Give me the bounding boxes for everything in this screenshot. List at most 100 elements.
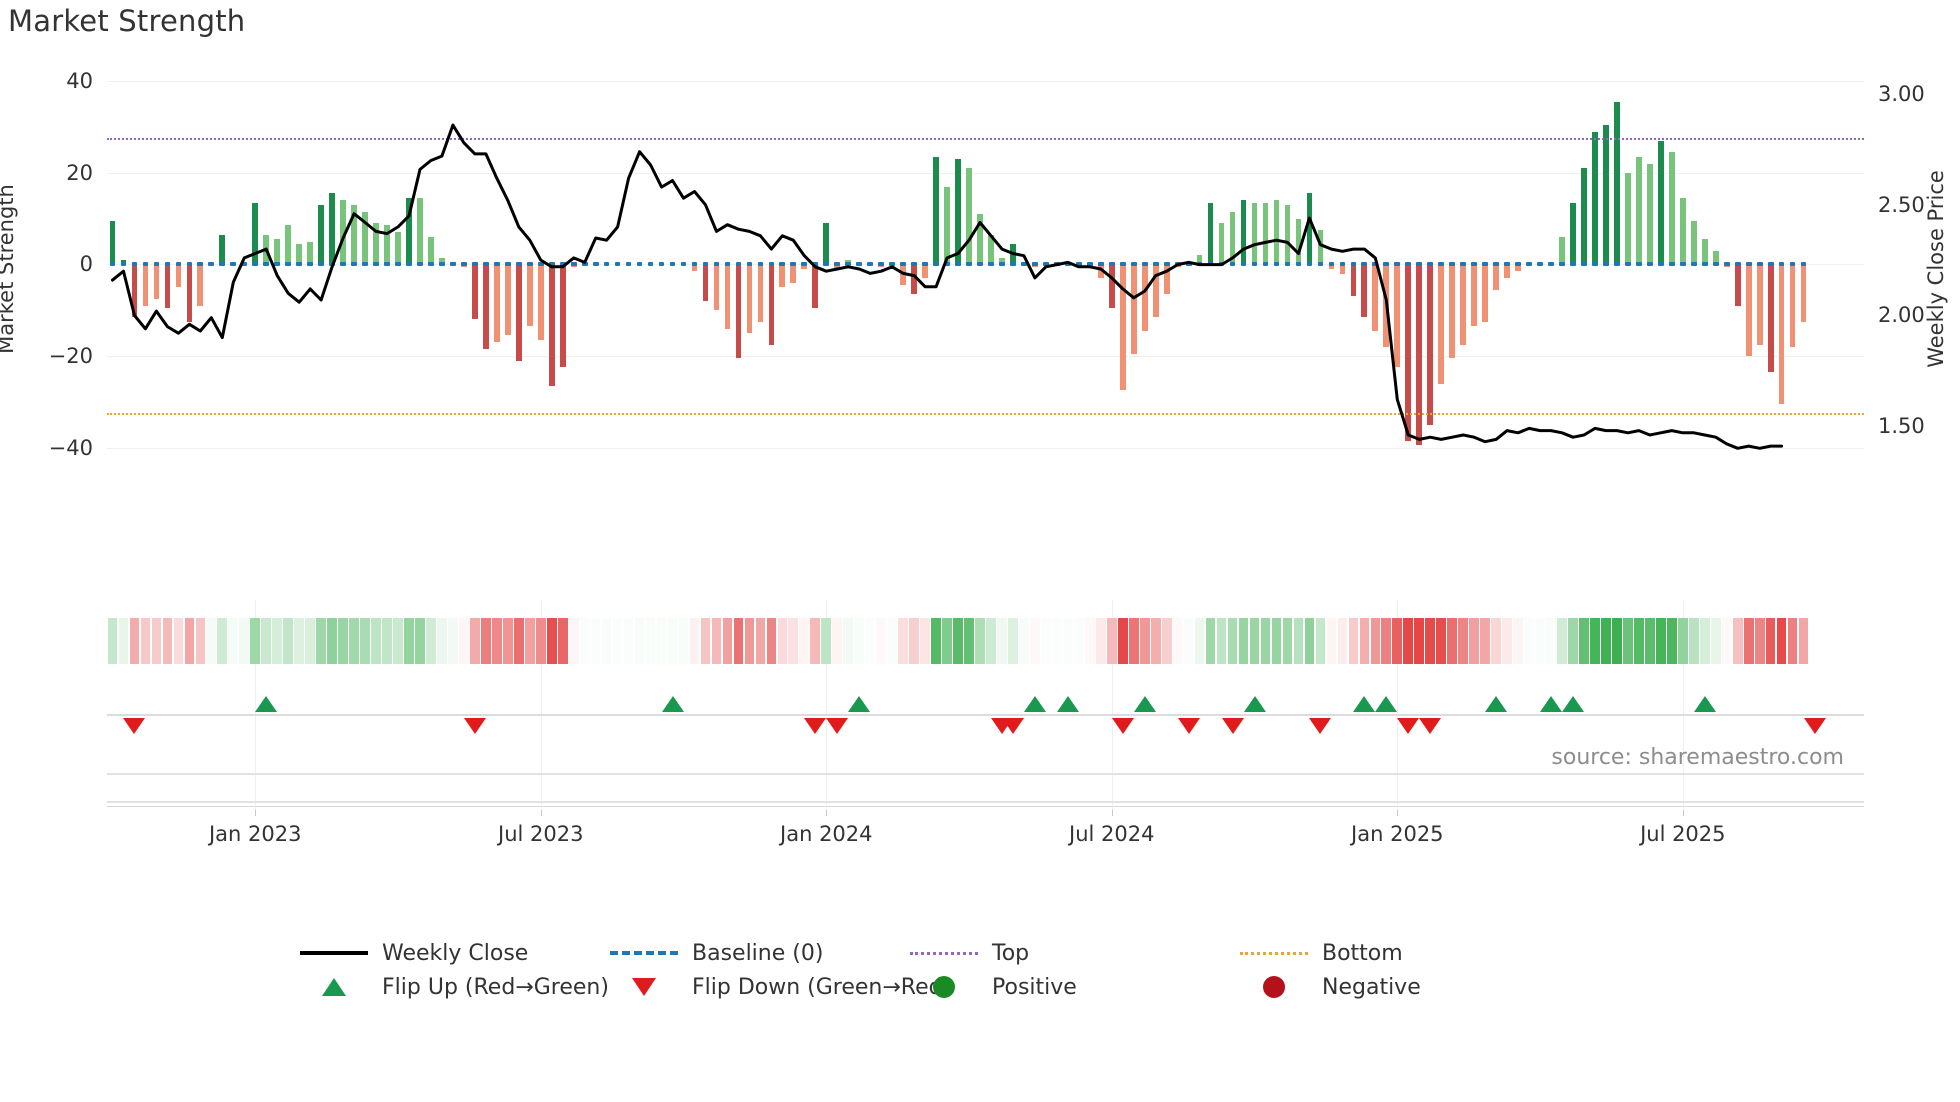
- baseline-tick: [1240, 262, 1247, 267]
- heatmap-cell: [777, 618, 788, 664]
- heatmap-cell: [1216, 618, 1227, 664]
- legend-label: Weekly Close: [382, 940, 529, 966]
- baseline-tick: [395, 262, 401, 267]
- baseline-tick: [208, 262, 215, 267]
- baseline-tick: [1163, 262, 1170, 267]
- legend-item-flip-up[interactable]: Flip Up (Red→Green): [300, 964, 610, 1010]
- strength-bar: [526, 264, 533, 327]
- strength-bar: [1482, 264, 1488, 322]
- heatmap-cell: [305, 618, 315, 664]
- heatmap-cell: [206, 618, 217, 664]
- baseline-tick: [274, 262, 281, 267]
- baseline-tick: [1262, 262, 1269, 267]
- flip-marker-row: [107, 690, 1864, 738]
- x-axis-tick-mark: [1682, 806, 1684, 816]
- strength-bar: [120, 259, 127, 265]
- heatmap-cell: [755, 618, 766, 664]
- baseline-tick: [1570, 262, 1576, 267]
- legend-item-bottom[interactable]: Bottom: [1240, 930, 1403, 976]
- heatmap-cell: [1535, 618, 1545, 664]
- heatmap-cell: [360, 618, 370, 664]
- x-guideline: [1111, 600, 1113, 810]
- strength-bar: [801, 264, 808, 269]
- baseline-tick: [219, 262, 226, 267]
- legend-label: Negative: [1322, 974, 1421, 1000]
- heatmap-cell: [887, 618, 897, 664]
- heatmap-cell: [415, 618, 425, 664]
- baseline-tick: [1559, 262, 1565, 267]
- baseline-tick: [285, 262, 292, 267]
- strength-bar: [395, 232, 401, 265]
- heatmap-cell: [1183, 618, 1194, 664]
- baseline-tick: [1734, 262, 1741, 267]
- strength-bar: [1350, 264, 1357, 297]
- strength-bar: [1570, 202, 1576, 265]
- top-threshold-line: [107, 138, 1864, 141]
- heatmap-cell: [129, 618, 140, 664]
- baseline-tick: [768, 262, 775, 267]
- legend-item-baseline[interactable]: Baseline (0): [610, 930, 910, 976]
- strength-bar: [1130, 264, 1137, 354]
- baseline-tick: [966, 262, 972, 267]
- strength-bar: [999, 257, 1005, 265]
- heatmap-cell: [1315, 618, 1326, 664]
- baseline-tick: [1592, 262, 1598, 267]
- heatmap-cell: [448, 618, 458, 664]
- legend-item-negative[interactable]: Negative: [1240, 964, 1421, 1010]
- heatmap-cell: [294, 618, 304, 664]
- flip-down-marker: [1803, 718, 1826, 734]
- legend-label: Flip Up (Red→Green): [382, 974, 609, 1000]
- flip-down-marker: [1221, 718, 1244, 734]
- baseline-tick: [515, 262, 522, 267]
- baseline-tick: [1097, 262, 1104, 267]
- baseline-tick: [1251, 262, 1258, 267]
- baseline-tick: [680, 262, 687, 267]
- heatmap-cell: [1568, 618, 1578, 664]
- strength-bar: [823, 223, 830, 265]
- dashed-line-swatch-icon: [610, 951, 678, 955]
- heatmap-cell: [1282, 618, 1293, 664]
- flip-down-marker: [804, 718, 827, 734]
- baseline-tick: [1745, 262, 1752, 267]
- strength-bar: [691, 264, 698, 272]
- heatmap-cell: [766, 618, 777, 664]
- baseline-tick: [1284, 262, 1291, 267]
- strength-bar: [944, 186, 950, 265]
- baseline-tick: [845, 262, 852, 267]
- legend-item-top[interactable]: Top: [910, 930, 1240, 976]
- flip-up-marker: [1133, 696, 1156, 712]
- heatmap-cell: [338, 618, 348, 664]
- baseline-tick: [724, 262, 731, 267]
- y-axis-left-tick: −20: [48, 344, 93, 369]
- heatmap-cell: [1403, 618, 1414, 664]
- strength-bar: [1317, 230, 1324, 265]
- baseline-tick: [1295, 262, 1302, 267]
- baseline-tick: [592, 262, 599, 267]
- heatmap-cell: [316, 618, 326, 664]
- baseline-tick: [1712, 262, 1719, 267]
- strength-bar: [1108, 264, 1115, 308]
- baseline-tick: [1657, 262, 1664, 267]
- strength-bar: [988, 234, 994, 265]
- baseline-tick: [933, 262, 939, 267]
- heatmap-cell: [1052, 618, 1062, 664]
- strength-heatmap-strip: [107, 610, 1864, 670]
- baseline-tick: [307, 262, 313, 267]
- strength-bar: [1767, 264, 1774, 373]
- legend-item-weekly-close[interactable]: Weekly Close: [300, 930, 610, 976]
- strength-bar: [1416, 264, 1423, 446]
- baseline-tick: [461, 262, 467, 267]
- strength-bar: [351, 204, 357, 265]
- heatmap-cell: [1030, 618, 1040, 664]
- flip-baseline: [107, 714, 1864, 716]
- baseline-tick: [691, 262, 698, 267]
- legend-item-flip-down[interactable]: Flip Down (Green→Red): [610, 964, 951, 1010]
- heatmap-cell: [1128, 618, 1139, 664]
- heatmap-cell: [1117, 618, 1128, 664]
- strength-bar: [219, 234, 226, 265]
- heatmap-cell: [711, 618, 722, 664]
- heatmap-cell: [393, 618, 403, 664]
- baseline-tick: [658, 262, 665, 267]
- legend-item-positive[interactable]: Positive: [910, 964, 1240, 1010]
- x-axis-tick-mark: [826, 806, 828, 816]
